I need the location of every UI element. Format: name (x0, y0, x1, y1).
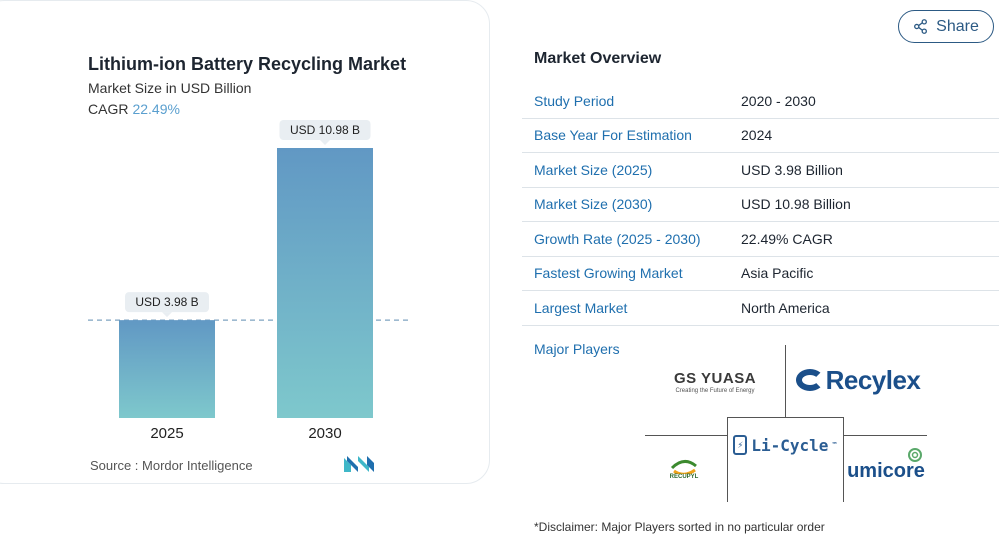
overview-row: Market Size (2025) USD 3.98 Billion (522, 153, 999, 188)
bar-chart: USD 3.98 B 2025 USD 10.98 B 2030 (88, 120, 408, 442)
overview-row: Base Year For Estimation 2024 (522, 119, 999, 153)
row-label[interactable]: Market Size (2025) (534, 161, 653, 178)
li-cycle-logo[interactable]: ⚡ Li-Cycle ™ (731, 427, 839, 463)
chart-subtitle: Market Size in USD Billion (88, 80, 252, 96)
data-label-pointer (320, 140, 330, 145)
share-button[interactable]: Share (898, 10, 994, 43)
data-label-bg (279, 120, 371, 140)
share-label: Share (936, 17, 979, 35)
recylex-name: Recylex (825, 364, 921, 395)
trademark-mark: ™ (832, 441, 837, 449)
row-value: Asia Pacific (741, 265, 814, 282)
major-players-label[interactable]: Major Players (534, 341, 620, 357)
grid-divider (785, 345, 786, 417)
grid-divider (727, 417, 843, 418)
grid-divider (645, 435, 727, 436)
gs-yuasa-logo[interactable]: GS YUASA Creating the Future of Energy (655, 359, 775, 405)
umicore-name: umicore (847, 459, 925, 482)
data-label-pointer (162, 312, 172, 318)
grid-divider (843, 417, 844, 502)
row-value: North America (741, 299, 830, 316)
x-tick-label: 2030 (308, 425, 341, 442)
data-label-bg (125, 292, 209, 313)
row-label[interactable]: Market Size (2030) (534, 196, 653, 213)
row-value: USD 3.98 Billion (741, 161, 843, 178)
cagr-value: 22.49% (132, 101, 180, 117)
row-label[interactable]: Growth Rate (2025 - 2030) (534, 230, 701, 247)
row-value: 22.49% CAGR (741, 230, 833, 247)
disclaimer: *Disclaimer: Major Players sorted in no … (534, 520, 825, 534)
cagr-label: CAGR (88, 101, 129, 117)
mordor-logo-icon (344, 456, 374, 472)
x-tick-label: 2025 (150, 425, 183, 442)
overview-row: Largest Market North America (522, 291, 999, 326)
recycle-icon (670, 460, 697, 474)
data-label: USD 3.98 B (135, 295, 198, 309)
overview-table: Study Period 2020 - 2030 Base Year For E… (522, 84, 999, 326)
grid-divider (843, 435, 927, 436)
row-label[interactable]: Fastest Growing Market (534, 265, 683, 282)
data-label: USD 10.98 B (290, 123, 360, 137)
overview-row: Study Period 2020 - 2030 (522, 84, 999, 119)
recylex-mark-icon (795, 369, 824, 391)
share-icon (914, 19, 928, 34)
li-cycle-name: Li-Cycle (751, 435, 829, 455)
row-label[interactable]: Largest Market (534, 299, 628, 316)
row-value: USD 10.98 Billion (741, 196, 851, 213)
recylex-logo[interactable]: Recylex (791, 357, 925, 403)
chart-card (0, 0, 490, 484)
overview-row: Market Size (2030) USD 10.98 Billion (522, 188, 999, 222)
row-value: 2020 - 2030 (741, 92, 816, 109)
gs-yuasa-tagline: Creating the Future of Energy (675, 388, 755, 394)
umicore-logo[interactable]: umicore (845, 445, 927, 485)
cagr-row: CAGR 22.49% (88, 101, 180, 117)
bar-2030 (277, 148, 373, 418)
overview-row: Fastest Growing Market Asia Pacific (522, 257, 999, 291)
row-label[interactable]: Study Period (534, 92, 615, 109)
recupyl-name: RECUPYL (669, 474, 699, 480)
umicore-swirl-icon (908, 448, 922, 462)
battery-icon: ⚡ (733, 435, 748, 455)
row-label[interactable]: Base Year For Estimation (534, 127, 692, 144)
grid-divider (727, 417, 728, 502)
gs-yuasa-name: GS YUASA (673, 370, 757, 387)
source-text: Source : Mordor Intelligence (90, 458, 253, 473)
recupyl-logo[interactable]: RECUPYL (659, 451, 709, 487)
overview-title: Market Overview (534, 50, 662, 67)
row-value: 2024 (741, 127, 773, 144)
chart-title: Lithium-ion Battery Recycling Market (88, 54, 407, 74)
bar-2025 (119, 320, 215, 418)
players-grid: GS YUASA Creating the Future of Energy R… (645, 345, 927, 502)
overview-row: Growth Rate (2025 - 2030) 22.49% CAGR (522, 222, 999, 257)
